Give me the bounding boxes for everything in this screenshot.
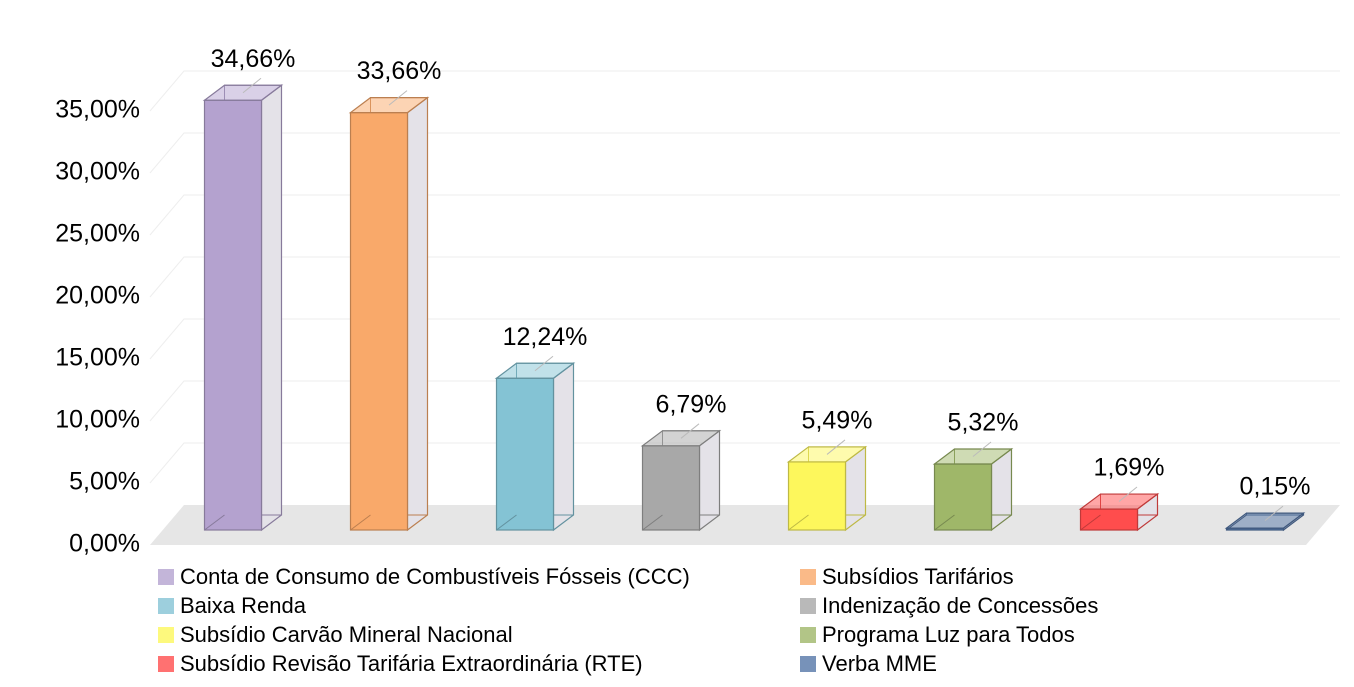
bar-edge	[642, 514, 663, 531]
bar-side	[406, 96, 429, 532]
legend-swatch	[158, 627, 174, 643]
legend-swatch	[158, 569, 174, 585]
value-label: 12,24%	[503, 323, 588, 351]
value-label: 5,49%	[802, 407, 873, 435]
leader-line	[534, 355, 554, 372]
bar-edge	[496, 514, 517, 531]
bar-edge	[350, 514, 371, 531]
value-label: 5,32%	[948, 409, 1019, 437]
floor	[150, 505, 1340, 545]
grid-line	[149, 70, 1340, 112]
y-tick-label: 30,00%	[55, 158, 140, 186]
y-tick-label: 15,00%	[55, 344, 140, 372]
value-label: 1,69%	[1094, 454, 1165, 482]
bar	[202, 84, 284, 532]
bar	[494, 362, 576, 532]
y-tick-label: 35,00%	[55, 96, 140, 124]
bar-front	[641, 445, 701, 531]
leader-line	[680, 423, 700, 439]
bar-edge	[788, 514, 809, 531]
legend-label: Indenização de Concessões	[822, 593, 1098, 618]
grid-line	[149, 318, 1340, 360]
bar	[786, 445, 868, 532]
legend-label: Subsídios Tarifários	[822, 564, 1014, 589]
value-label: 34,66%	[211, 45, 296, 73]
leader-line	[1118, 486, 1138, 502]
leader-line	[826, 439, 846, 455]
value-label: 6,79%	[656, 390, 727, 418]
grid-line	[149, 194, 1340, 236]
bar	[640, 429, 722, 532]
legend-swatch	[800, 627, 816, 643]
leader-line	[972, 441, 992, 457]
legend-swatch	[800, 656, 816, 672]
bar-side	[552, 362, 575, 532]
leader-line	[388, 90, 408, 106]
bar-front	[1079, 508, 1139, 531]
bar-edge	[204, 514, 225, 531]
bar-front	[349, 112, 409, 531]
legend-swatch	[800, 598, 816, 614]
y-tick-label: 0,00%	[69, 530, 140, 558]
bar-edge	[934, 514, 955, 531]
legend-label: Verba MME	[822, 651, 937, 676]
bar-edge	[1080, 514, 1101, 531]
grid-line	[149, 442, 1340, 484]
bar	[932, 447, 1014, 532]
legend-swatch	[158, 656, 174, 672]
grid-line	[149, 132, 1340, 174]
y-tick-label: 25,00%	[55, 220, 140, 248]
bar-front	[787, 461, 847, 531]
y-tick-label: 20,00%	[55, 282, 140, 310]
legend-label: Subsídio Carvão Mineral Nacional	[180, 622, 513, 647]
legend-label: Subsídio Revisão Tarifária Extraordinári…	[180, 651, 643, 676]
grid-line	[149, 256, 1340, 298]
bar-front	[933, 463, 993, 531]
legend-swatch	[800, 569, 816, 585]
bar	[348, 96, 430, 532]
value-label: 33,66%	[357, 57, 442, 85]
grid-line	[149, 380, 1340, 422]
value-label: 0,15%	[1240, 473, 1311, 501]
legend-swatch	[158, 598, 174, 614]
bar-front	[495, 377, 555, 531]
bar-edge	[1226, 514, 1247, 531]
y-tick-label: 10,00%	[55, 406, 140, 434]
legend-label: Programa Luz para Todos	[822, 622, 1075, 647]
bar-side	[260, 84, 283, 532]
leader-line	[242, 77, 262, 94]
leader-line	[1264, 505, 1284, 522]
y-tick-label: 5,00%	[69, 468, 140, 496]
legend-label: Baixa Renda	[180, 593, 307, 618]
legend-label: Conta de Consumo de Combustíveis Fósseis…	[180, 564, 690, 589]
bar-front	[203, 99, 263, 531]
